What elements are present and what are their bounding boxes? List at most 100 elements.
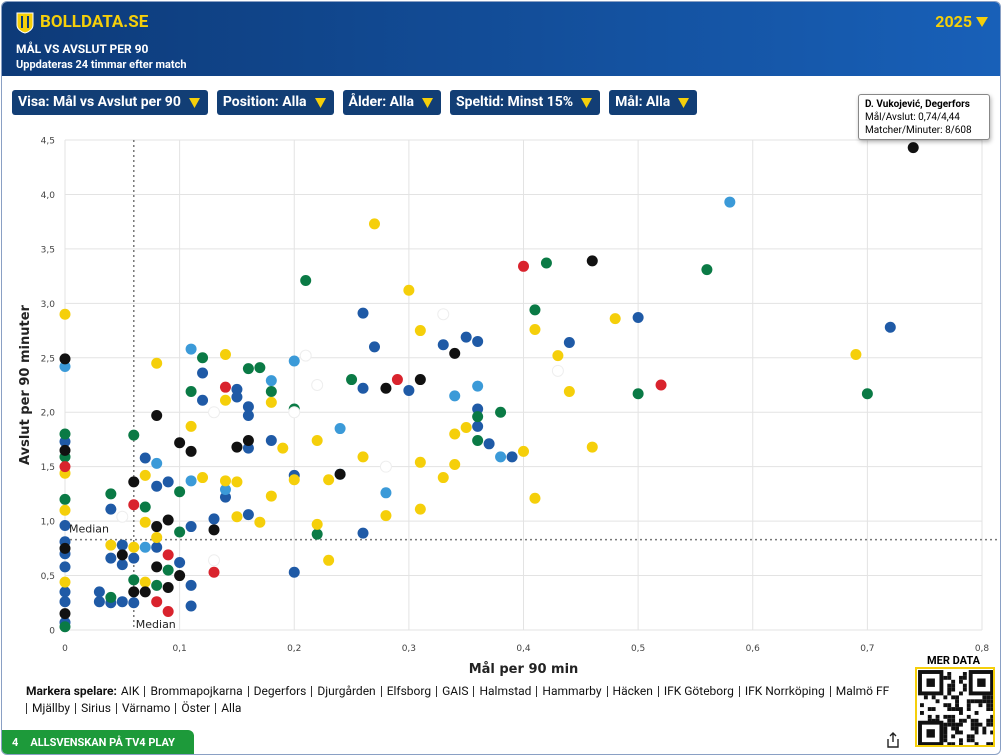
team-link[interactable]: Alla (215, 702, 246, 714)
qr-module (959, 675, 963, 680)
data-point (185, 579, 197, 591)
promo-banner[interactable]: 4 ALLSVENSKAN PÅ TV4 PLAY (2, 730, 194, 754)
x-tick-label: 0,4 (516, 644, 531, 654)
data-point (139, 516, 151, 528)
qr-module (959, 730, 963, 735)
qr-module (923, 695, 928, 700)
team-link[interactable]: Malmö FF (829, 685, 895, 697)
data-point (357, 451, 369, 463)
team-link[interactable]: Elfsborg (380, 685, 436, 697)
team-link[interactable]: Degerfors (247, 685, 312, 697)
qr-module (931, 718, 936, 723)
filter-dropdown[interactable]: Visa: Mål vs Avslut per 90 (12, 90, 208, 115)
team-link[interactable]: AIK (120, 684, 140, 698)
qr-module (966, 703, 971, 708)
y-axis-title: Avslut per 90 minuter (18, 304, 33, 464)
data-point (288, 566, 300, 578)
filter-dropdown[interactable]: Position: Alla (216, 90, 334, 115)
data-point (59, 353, 71, 365)
team-link[interactable]: IFK Göteborg (657, 685, 739, 697)
qr-module (951, 687, 956, 692)
data-point (219, 349, 231, 361)
data-point (162, 582, 174, 594)
season-select[interactable]: 2025 (935, 12, 972, 31)
arrow-shape (314, 97, 326, 108)
team-link[interactable]: GAIS (436, 685, 473, 697)
data-point (185, 343, 197, 355)
qr-module (959, 691, 963, 696)
data-point (311, 528, 323, 540)
data-point (59, 596, 71, 608)
qr-module (943, 703, 948, 708)
x-tick-label: 0,5 (631, 644, 645, 654)
qr-module (990, 695, 993, 700)
qr-module (962, 718, 967, 723)
data-point (151, 561, 163, 573)
team-link[interactable]: Öster (175, 702, 215, 714)
qr-module (978, 699, 983, 704)
data-point (265, 375, 277, 387)
data-point (586, 441, 598, 453)
qr-module (947, 672, 952, 676)
data-point (105, 539, 117, 551)
data-point (391, 374, 403, 386)
qr-module (970, 738, 975, 743)
x-tick-label: 0,2 (287, 644, 301, 654)
data-point (518, 260, 529, 272)
data-point (93, 586, 105, 598)
data-point (449, 390, 461, 402)
data-point (334, 468, 346, 480)
qr-module (966, 699, 971, 704)
data-point (265, 435, 277, 447)
team-link[interactable]: Värnamo (115, 702, 176, 714)
qr-module (990, 699, 993, 704)
team-link[interactable]: Mjällby (26, 702, 75, 714)
qr-module (955, 703, 959, 708)
data-point (563, 386, 575, 398)
data-point (59, 461, 71, 473)
qr-module (986, 695, 991, 700)
header: BOLLDATA.SE 2025 MÅL VS AVSLUT PER 90 Up… (2, 2, 1000, 76)
data-point (518, 445, 529, 457)
team-link[interactable]: IFK Norrköping (738, 685, 830, 697)
qr-finder (918, 670, 944, 696)
qr-module (947, 718, 952, 723)
data-point (185, 521, 197, 533)
team-link[interactable]: Halmstad (473, 685, 536, 697)
x-axis-title: Mål per 90 min (469, 662, 579, 677)
qr-finder (918, 720, 944, 745)
team-link[interactable]: Brommapojkarna (144, 685, 247, 697)
brand[interactable]: BOLLDATA.SE (40, 12, 149, 32)
data-point (357, 382, 369, 394)
y-tick-label: 4,5 (41, 137, 55, 147)
qr-module (974, 699, 979, 704)
filter-dropdown[interactable]: Speltid: Minst 15% (449, 90, 601, 115)
data-point (174, 556, 186, 568)
team-link[interactable]: Sirius (75, 702, 116, 714)
data-point (472, 380, 484, 392)
dropdown-arrow (314, 97, 326, 108)
team-link[interactable]: Hammarby (536, 685, 606, 697)
data-point (495, 406, 507, 418)
data-point (907, 142, 919, 154)
data-point (128, 541, 140, 553)
filter-label: Position: Alla (222, 94, 307, 110)
data-point (116, 510, 129, 523)
qr-module (959, 742, 963, 745)
qr-module (959, 718, 963, 723)
share-icon[interactable] (886, 732, 900, 748)
filter-dropdown[interactable]: Mål: Alla (609, 90, 698, 115)
team-link[interactable]: Häcken (606, 685, 658, 697)
qr-module (947, 722, 952, 727)
data-point (151, 541, 163, 553)
filter-dropdown[interactable]: Ålder: Alla (342, 90, 441, 115)
data-point (208, 566, 220, 578)
data-point (277, 442, 289, 454)
data-point (472, 335, 484, 347)
team-link[interactable]: Djurgården (311, 685, 380, 697)
data-point (139, 586, 151, 598)
qr-code[interactable] (915, 667, 995, 747)
y-tick-label: 3,5 (41, 245, 55, 255)
arrow-shape (678, 97, 690, 108)
